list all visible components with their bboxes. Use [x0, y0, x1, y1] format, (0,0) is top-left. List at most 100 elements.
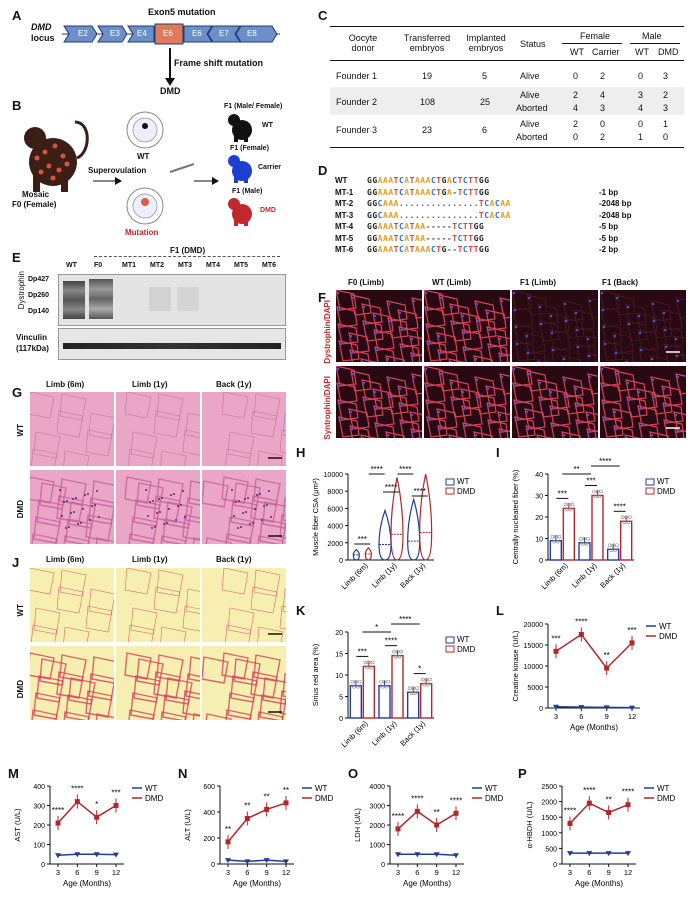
point-wt [629, 705, 635, 711]
bar-dmd [591, 494, 604, 561]
x-tick-label: Limb (6m) [540, 561, 571, 592]
y-tick-label: 2000 [369, 823, 385, 830]
fluorescence-image [600, 290, 686, 362]
j-col-3: Back (1y) [216, 555, 252, 564]
x-tick-label: Limb (6m) [340, 561, 371, 592]
seq-deletion: -2 bp [599, 245, 619, 254]
x-tick-label: 3 [56, 868, 60, 877]
dmd-outcome-label: DMD [160, 86, 181, 96]
sirius-red-image [116, 646, 200, 720]
bar-dmd [391, 654, 404, 719]
seq-deletion: -2048 bp [599, 199, 632, 208]
significance-label: ** [283, 786, 289, 795]
y-axis-label: Sirius red area (%) [311, 643, 320, 706]
row2-mwt-1: 3 [638, 90, 644, 100]
legend-wt: WT [657, 477, 670, 486]
significance-label: *** [586, 477, 595, 486]
down-arrow-icon [165, 48, 175, 86]
y-tick-label: 10 [535, 537, 543, 544]
violin-dmd [419, 473, 433, 561]
row1-mwt: 0 [638, 71, 644, 81]
y-axis-label: Muscle fiber CSA (μm²) [311, 478, 320, 556]
panel-label-c: C [318, 8, 328, 23]
panel-label-l: L [496, 603, 504, 618]
x-tick-label: 12 [112, 868, 120, 877]
f0-female-label: F0 (Female) [12, 200, 57, 209]
row3-trans: 23 [422, 125, 433, 135]
wt-offspring-label: WT [262, 122, 273, 129]
exon-label-1: E2 [78, 29, 88, 38]
red-monkey-icon [228, 198, 252, 226]
row2-fc-1: 4 [600, 90, 606, 100]
y-tick-label: 0 [339, 716, 343, 723]
point-wt [244, 859, 251, 865]
x-tick-label: 3 [396, 868, 400, 877]
y-tick-label: 600 [203, 784, 215, 791]
col-oocyte-donor: Oocyte donor [348, 33, 378, 53]
significance-label: **** [583, 786, 595, 795]
superovulation-label: Superovulation [88, 166, 147, 175]
bar-wt [349, 685, 363, 719]
row3-status-2: Aborted [516, 132, 548, 142]
significance-label: ** [604, 651, 610, 660]
vinculin-kda: (117kDa) [16, 344, 49, 353]
legend-dmd-swatch [445, 487, 455, 495]
x-tick-label: 9 [607, 868, 611, 877]
sub-male-wt: WT [635, 47, 649, 57]
point-wt [605, 851, 612, 857]
panel-label-k: K [296, 603, 306, 618]
row2-status-2: Aborted [516, 103, 548, 113]
he-image [30, 392, 114, 466]
f-col-3: F1 (Limb) [520, 278, 556, 287]
chart-h: 0 2000 4000 6000 8000 10000 Muscle fiber CSA (… [311, 465, 475, 592]
seq-string: GGAAATCATAA-----TCTTGG [367, 222, 485, 231]
y-tick-label: 0 [339, 558, 343, 565]
y-axis-label: ALT (U/L) [183, 809, 192, 841]
point-wt [603, 705, 610, 711]
panel-label-a: A [12, 8, 22, 23]
sirius-red-image [202, 568, 286, 642]
significance-label: * [95, 800, 98, 809]
y-tick-label: 15 [335, 652, 343, 659]
fluorescence-image [424, 290, 510, 362]
panel-label-j: J [12, 555, 20, 570]
dmd-offspring-label: DMD [260, 207, 276, 214]
dystrophin-blot [58, 274, 286, 326]
y-tick-label: 400 [33, 784, 45, 791]
he-image [202, 392, 286, 466]
legend-dmd-swatch [445, 645, 455, 653]
row3-fwt-2: 0 [573, 132, 579, 142]
exon-e6 [183, 25, 213, 43]
bar-wt [606, 548, 620, 561]
significance-label: **** [399, 465, 411, 474]
he-image [116, 392, 200, 466]
x-tick-label: Back (1y) [598, 561, 627, 590]
col-male: Male [642, 31, 662, 41]
panel-label-h: H [296, 445, 306, 460]
significance-label: **** [370, 465, 382, 474]
fluorescence-image [600, 366, 686, 438]
y-tick-label: 0 [41, 862, 45, 869]
sirius-red-image [202, 646, 286, 720]
seq-deletion: -2048 bp [599, 210, 632, 220]
band-dp260: Dp260 [28, 292, 50, 299]
row2-impl: 25 [480, 97, 491, 107]
row2-mdmd-2: 3 [663, 103, 669, 113]
exon-label-4: E6 [163, 29, 173, 38]
mosaic-label: Mosaic [22, 190, 50, 199]
row2-status-1: Alive [520, 90, 540, 100]
point-wt [55, 853, 61, 859]
legend-wt-swatch [645, 478, 655, 486]
y-tick-label: 15000 [524, 643, 544, 650]
sirius-red-image [30, 646, 114, 720]
panel-label-m: M [8, 766, 19, 781]
significance-label: *** [627, 626, 636, 635]
exon-e4 [127, 25, 155, 43]
row2-mwt-2: 4 [638, 103, 644, 113]
significance-label: * [375, 623, 378, 632]
seq-name: MT-2 [335, 199, 354, 208]
seq-name: MT-5 [335, 233, 354, 243]
row2-mdmd-1: 2 [663, 90, 669, 100]
sub-female-wt: WT [570, 47, 584, 57]
legend-wt-swatch [445, 478, 455, 486]
